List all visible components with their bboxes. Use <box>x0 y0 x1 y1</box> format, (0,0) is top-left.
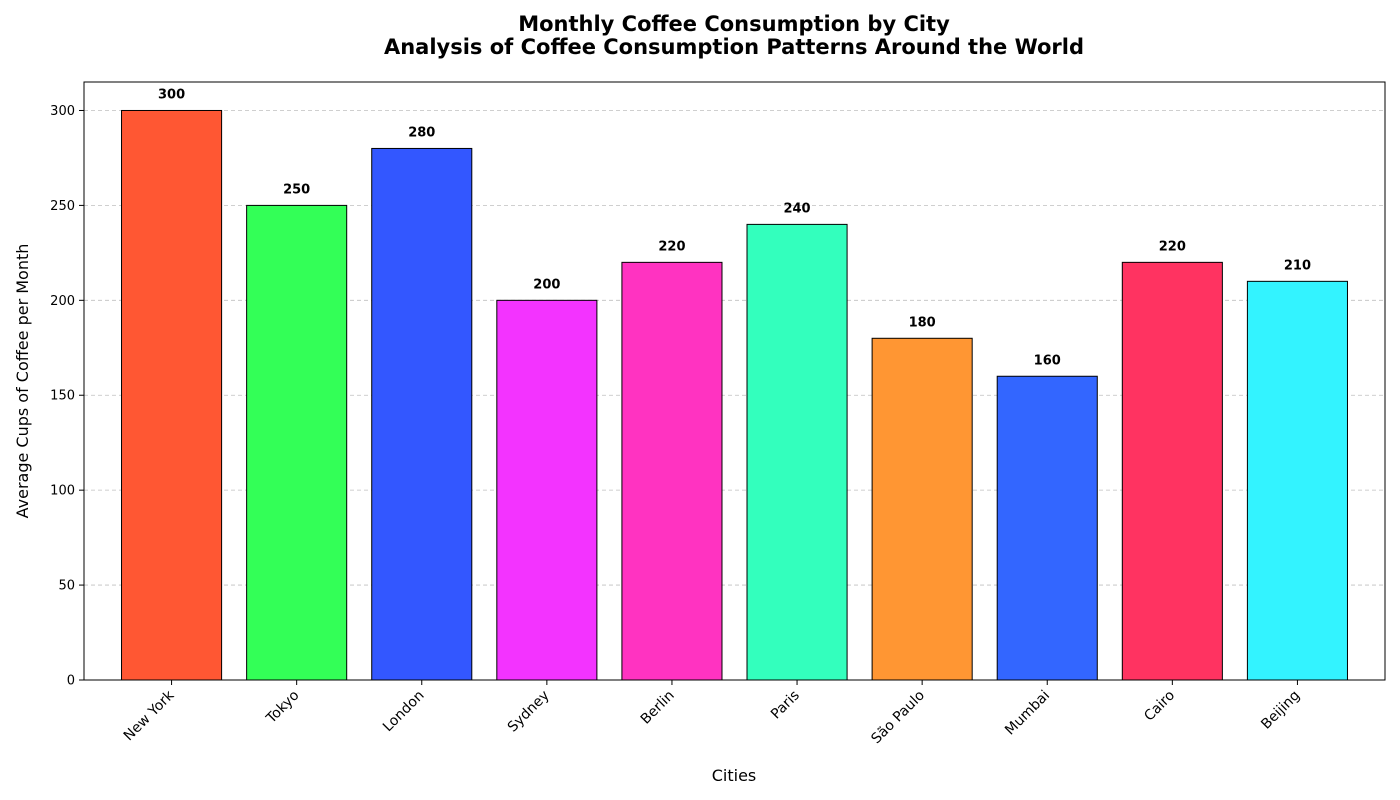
x-tick-label-new-york: New York <box>121 687 178 744</box>
bar-sydney <box>496 299 598 681</box>
bar-tokyo <box>246 204 348 681</box>
x-tick-label-cairo: Cairo <box>1141 688 1178 725</box>
data-label-mumbai: 160 <box>1034 353 1061 368</box>
data-label-beijing: 210 <box>1284 258 1311 273</box>
x-tick-label-sydney: Sydney <box>505 688 553 736</box>
y-tick-label-150: 150 <box>50 389 75 404</box>
data-label-london: 280 <box>408 125 435 140</box>
bars <box>121 109 1348 681</box>
y-tick-label-200: 200 <box>50 294 75 309</box>
bar-new-york <box>121 109 223 681</box>
x-tick-label-tokyo: Tokyo <box>263 688 303 728</box>
data-labels: 300 250 280 200 220 240 180 160 220 210 <box>158 87 1311 368</box>
x-tick-label-s-o-paulo: São Paulo <box>868 688 928 748</box>
x-tick-label-london: London <box>380 688 428 736</box>
y-axis-ticks: 0 50 100 150 200 250 300 <box>50 104 84 689</box>
data-label-paris: 240 <box>783 201 810 216</box>
bar-berlin <box>621 261 723 681</box>
chart-title-line-1: Monthly Coffee Consumption by City <box>518 12 950 36</box>
plot-frame <box>83 81 1386 681</box>
x-tick-label-mumbai: Mumbai <box>1002 688 1053 739</box>
data-label-sydney: 200 <box>533 277 560 292</box>
y-tick-label-250: 250 <box>50 199 75 214</box>
data-label-cairo: 220 <box>1159 239 1186 254</box>
data-label-berlin: 220 <box>658 239 685 254</box>
y-tick-label-0: 0 <box>67 674 75 689</box>
y-tick-label-50: 50 <box>58 579 75 594</box>
x-tick-label-beijing: Beijing <box>1258 688 1303 733</box>
bar-cairo <box>1121 261 1223 681</box>
data-label-new-york: 300 <box>158 87 185 102</box>
bar-london <box>371 147 473 681</box>
y-tick-label-100: 100 <box>50 484 75 499</box>
bar-mumbai <box>996 375 1098 681</box>
bar-s-o-paulo <box>871 337 973 681</box>
x-tick-label-berlin: Berlin <box>638 688 678 728</box>
x-tick-label-paris: Paris <box>768 688 803 723</box>
bar-beijing <box>1246 280 1348 681</box>
x-axis-ticks: New York Tokyo London Sydney Berlin Paris São … <box>121 680 1303 748</box>
bar-paris <box>746 223 848 681</box>
y-axis-label: Average Cups of Coffee per Month <box>13 244 32 519</box>
chart-title-line-2: Analysis of Coffee Consumption Patterns … <box>384 35 1084 59</box>
y-tick-label-300: 300 <box>50 104 75 119</box>
x-axis-label: Cities <box>712 766 757 785</box>
data-label-s-o-paulo: 180 <box>909 315 936 330</box>
data-label-tokyo: 250 <box>283 182 310 197</box>
